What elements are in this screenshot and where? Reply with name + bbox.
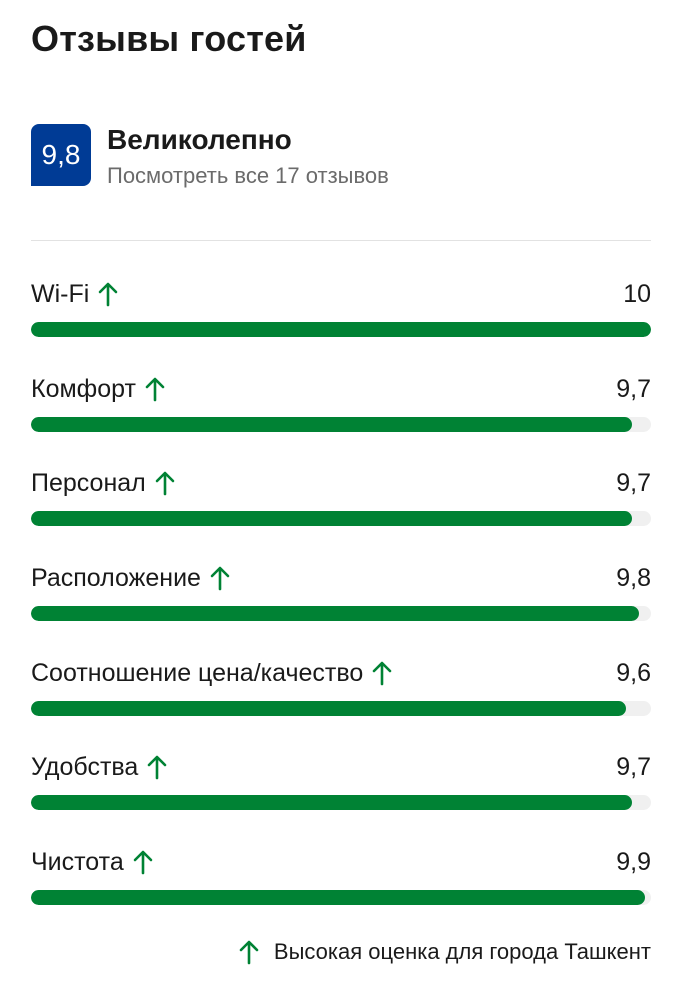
category-score: 9,7 xyxy=(616,374,651,403)
score-badge: 9,8 xyxy=(31,124,91,186)
category-score: 10 xyxy=(623,280,651,308)
page-title: Отзывы гостей xyxy=(31,18,307,59)
category-label: Расположение xyxy=(31,564,201,593)
score-bar xyxy=(31,606,651,622)
score-bar-fill xyxy=(31,890,645,906)
score-bar xyxy=(31,416,651,432)
category-row-value-for-money: Соотношение цена/качество 9,6 xyxy=(31,655,651,750)
divider xyxy=(31,240,651,241)
category-label: Соотношение цена/качество xyxy=(31,658,364,687)
rating-verdict: Великолепно xyxy=(107,124,292,155)
high-score-note: Высокая оценка для города Ташкент xyxy=(238,938,651,966)
category-row-staff: Персонал 9,7 xyxy=(31,465,651,560)
score-bar-fill xyxy=(31,700,627,716)
category-score: 9,7 xyxy=(616,469,651,498)
arrow-up-icon xyxy=(146,753,168,781)
category-label: Персонал xyxy=(31,469,146,498)
arrow-up-icon xyxy=(144,375,166,403)
score-bar xyxy=(31,511,651,527)
score-bar xyxy=(31,795,651,811)
category-row-comfort: Комфорт 9,7 xyxy=(31,371,651,466)
category-label: Wi-Fi xyxy=(31,280,90,308)
category-row-location: Расположение 9,8 xyxy=(31,560,651,655)
high-score-note-text: Высокая оценка для города Ташкент xyxy=(273,939,651,964)
score-bar-fill xyxy=(31,511,633,527)
arrow-up-icon xyxy=(371,659,393,687)
rating-summary: 9,8 Великолепно Посмотреть все 17 отзыво… xyxy=(31,124,651,188)
score-bar xyxy=(31,322,651,337)
arrow-up-icon xyxy=(238,938,260,966)
category-label: Комфорт xyxy=(31,374,136,403)
arrow-up-icon xyxy=(209,564,231,592)
category-row-wifi: Wi-Fi 10 xyxy=(31,276,651,371)
score-bar-fill xyxy=(31,606,639,622)
category-label: Удобства xyxy=(31,753,139,782)
category-row-cleanliness: Чистота 9,9 xyxy=(31,844,651,939)
view-all-reviews-link[interactable]: Посмотреть все 17 отзывов xyxy=(107,163,389,188)
arrow-up-icon xyxy=(154,469,176,497)
category-row-facilities: Удобства 9,7 xyxy=(31,749,651,844)
category-score: 9,9 xyxy=(616,848,651,877)
category-scores: Wi-Fi 10 Комфорт 9,7 Персонал 9,7 Распол… xyxy=(31,276,651,939)
category-label: Чистота xyxy=(31,848,124,877)
category-score: 9,8 xyxy=(616,564,651,593)
score-bar-fill xyxy=(31,416,633,432)
arrow-up-icon xyxy=(97,280,119,308)
score-bar-fill xyxy=(31,795,633,811)
arrow-up-icon xyxy=(132,848,154,876)
score-bar xyxy=(31,700,651,716)
category-score: 9,7 xyxy=(616,753,651,782)
category-score: 9,6 xyxy=(616,658,651,687)
score-bar xyxy=(31,890,651,906)
score-bar-fill xyxy=(31,322,651,337)
